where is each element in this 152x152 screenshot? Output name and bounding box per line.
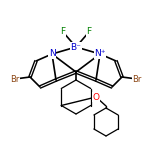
Text: N: N — [49, 50, 55, 59]
Text: Br: Br — [10, 74, 20, 83]
Text: F: F — [86, 28, 92, 36]
Text: Br: Br — [132, 74, 142, 83]
Text: N⁺: N⁺ — [94, 50, 106, 59]
Text: B⁻: B⁻ — [71, 43, 81, 52]
Text: O: O — [93, 93, 100, 102]
Text: F: F — [60, 28, 66, 36]
